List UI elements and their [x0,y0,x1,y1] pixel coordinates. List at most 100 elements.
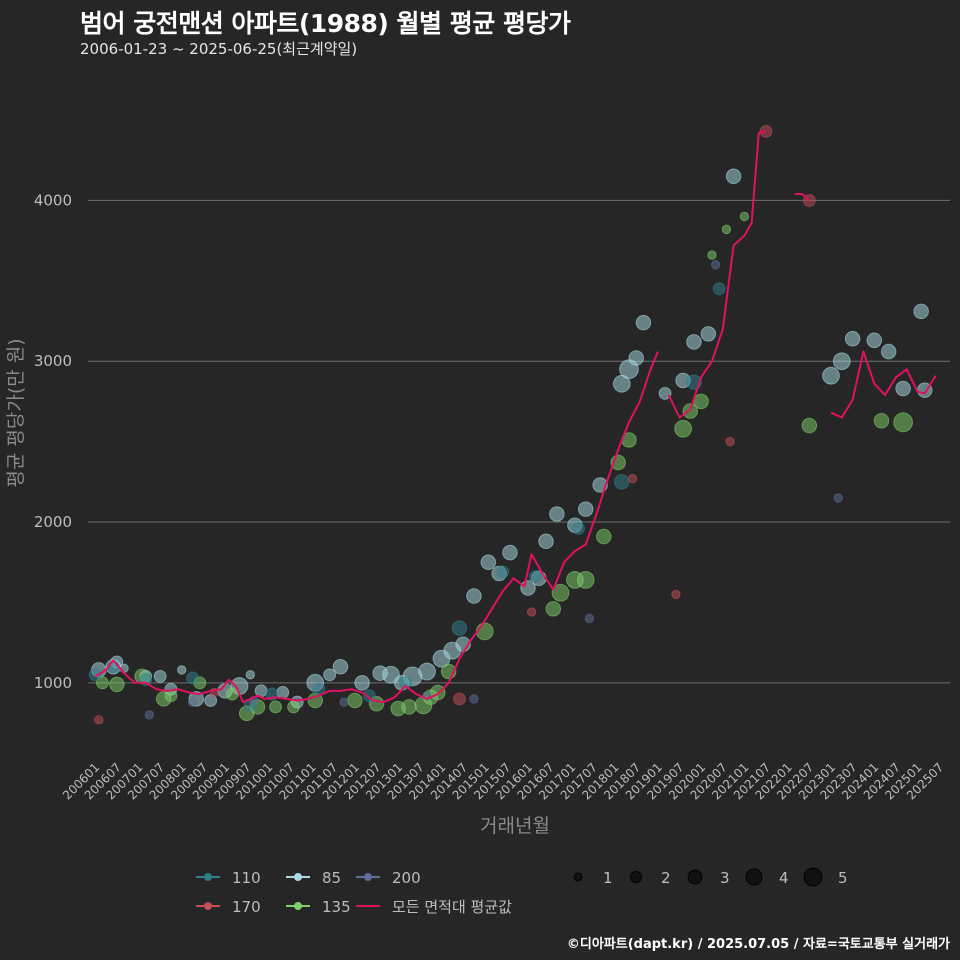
point-85-2011-09 [332,658,349,675]
gridlines [88,199,950,684]
point-170-2019-06 [671,589,681,600]
point-110-2018-03 [614,474,630,490]
size-legend-circle-1 [573,872,583,882]
legend-area: 110 170 85 135 200 모든 면적대 평균값 [196,869,512,916]
size-legend-circle-3 [687,869,703,885]
point-110-2013-03 [398,676,412,690]
footer-credit: ©디아파트(dapt.kr) / 2025.07.05 / 자료=국토교통부 실… [566,937,950,952]
legend-label-170: 170 [232,898,261,916]
average-line [94,130,937,704]
point-110-2015-06 [496,565,510,579]
point-200-2007-04 [144,710,155,720]
avg-line-segment-2 [794,193,810,202]
y-axis-label: 평균 평당가(만 원) [5,338,27,487]
size-legend-label-5: 5 [838,869,848,887]
point-200-2008-04 [187,697,198,707]
legend-dot-85 [294,873,302,881]
point-85-2010-05 [276,686,290,699]
legend-dot-135 [294,902,302,910]
point-135-2019-08 [674,419,693,438]
point-170-2006-02 [94,715,104,725]
point-200-2014-10 [469,694,479,704]
point-135-2020-04 [707,250,717,260]
point-85-2023-07 [844,330,861,347]
point-135-2010-03 [269,700,282,714]
chart-title: 범어 궁전맨션 아파트(1988) 월별 평균 평당가 [80,9,571,38]
point-85-2016-09 [549,506,565,522]
point-85-2007-07 [153,669,167,683]
point-85-2018-07 [628,350,644,366]
point-85-2013-09 [418,662,436,681]
point-85-2024-01 [866,332,883,349]
point-110-2017-03 [572,522,585,535]
point-135-2016-08 [545,601,562,617]
point-135-2017-05 [576,571,595,589]
point-135-2006-03 [95,676,109,690]
legend-dot-170 [204,902,212,910]
legend-label-200: 200 [392,869,421,887]
y-tick-1000: 1000 [34,674,72,692]
point-135-2017-10 [595,528,612,545]
y-tick-labels: 1000 2000 3000 4000 [34,191,72,691]
point-200-2011-10 [339,697,349,707]
point-85-2019-11 [686,334,702,350]
size-legend-label-2: 2 [661,869,671,887]
point-135-2016-10 [551,583,570,602]
point-85-2018-09 [635,314,652,331]
point-135-2012-01 [347,692,363,709]
point-85-2008-01 [177,665,187,675]
point-85-2025-02 [913,303,929,320]
point-85-2019-03 [658,386,672,400]
point-200-2017-06 [584,613,595,624]
point-170-2020-09 [725,436,735,447]
avg-line-segment-1 [667,130,767,419]
point-135-2024-09 [893,412,914,433]
point-135-2022-07 [801,417,818,434]
size-legend-label-4: 4 [779,869,789,887]
point-135-2020-01 [693,393,709,410]
y-tick-4000: 4000 [34,191,72,209]
point-85-2024-09 [895,380,911,397]
avg-line-segment-3 [830,350,937,419]
point-110-2008-04 [186,671,200,685]
point-85-2011-06 [323,668,337,682]
point-200-2023-03 [833,493,843,503]
point-85-2009-08 [245,670,256,680]
y-tick-3000: 3000 [34,352,72,370]
size-legend-circle-2 [629,870,643,884]
point-110-2006-01 [88,668,102,682]
point-135-2021-01 [739,211,750,222]
legend-dot-110 [204,873,212,881]
avg-line-segment-0 [94,351,659,704]
x-axis-label: 거래년월 [480,815,550,837]
data-points [88,124,933,725]
point-85-2023-01 [822,366,840,385]
point-85-2024-05 [880,343,897,360]
size-legend-label-3: 3 [720,869,730,887]
point-170-2014-06 [453,692,466,706]
point-135-2015-01 [475,622,494,641]
legend-label-모든 면적대 평균값: 모든 면적대 평균값 [392,898,512,916]
size-legend-circle-4 [745,868,763,886]
point-110-2020-06 [712,282,726,296]
point-85-2023-04 [832,352,851,371]
point-85-2014-10 [466,588,482,604]
size-legend-label-1: 1 [603,869,613,887]
legend-label-85: 85 [322,869,341,887]
point-170-2016-02 [526,607,537,617]
point-135-2019-10 [682,403,699,419]
point-85-2016-06 [538,533,554,550]
chart-subtitle: 2006-01-23 ~ 2025-06-25(최근계약일) [80,40,358,58]
point-110-2016-03 [528,570,542,584]
y-tick-2000: 2000 [34,513,72,531]
point-135-2010-08 [287,700,301,714]
point-110-2014-06 [451,620,468,636]
point-135-2006-07 [109,676,125,693]
legend-label-135: 135 [322,898,351,916]
point-200-2020-05 [710,260,721,270]
legend-size: 1 2 3 4 5 [573,867,848,887]
point-85-2015-08 [502,544,518,561]
point-85-2012-03 [354,675,370,691]
point-85-2015-02 [480,554,497,570]
